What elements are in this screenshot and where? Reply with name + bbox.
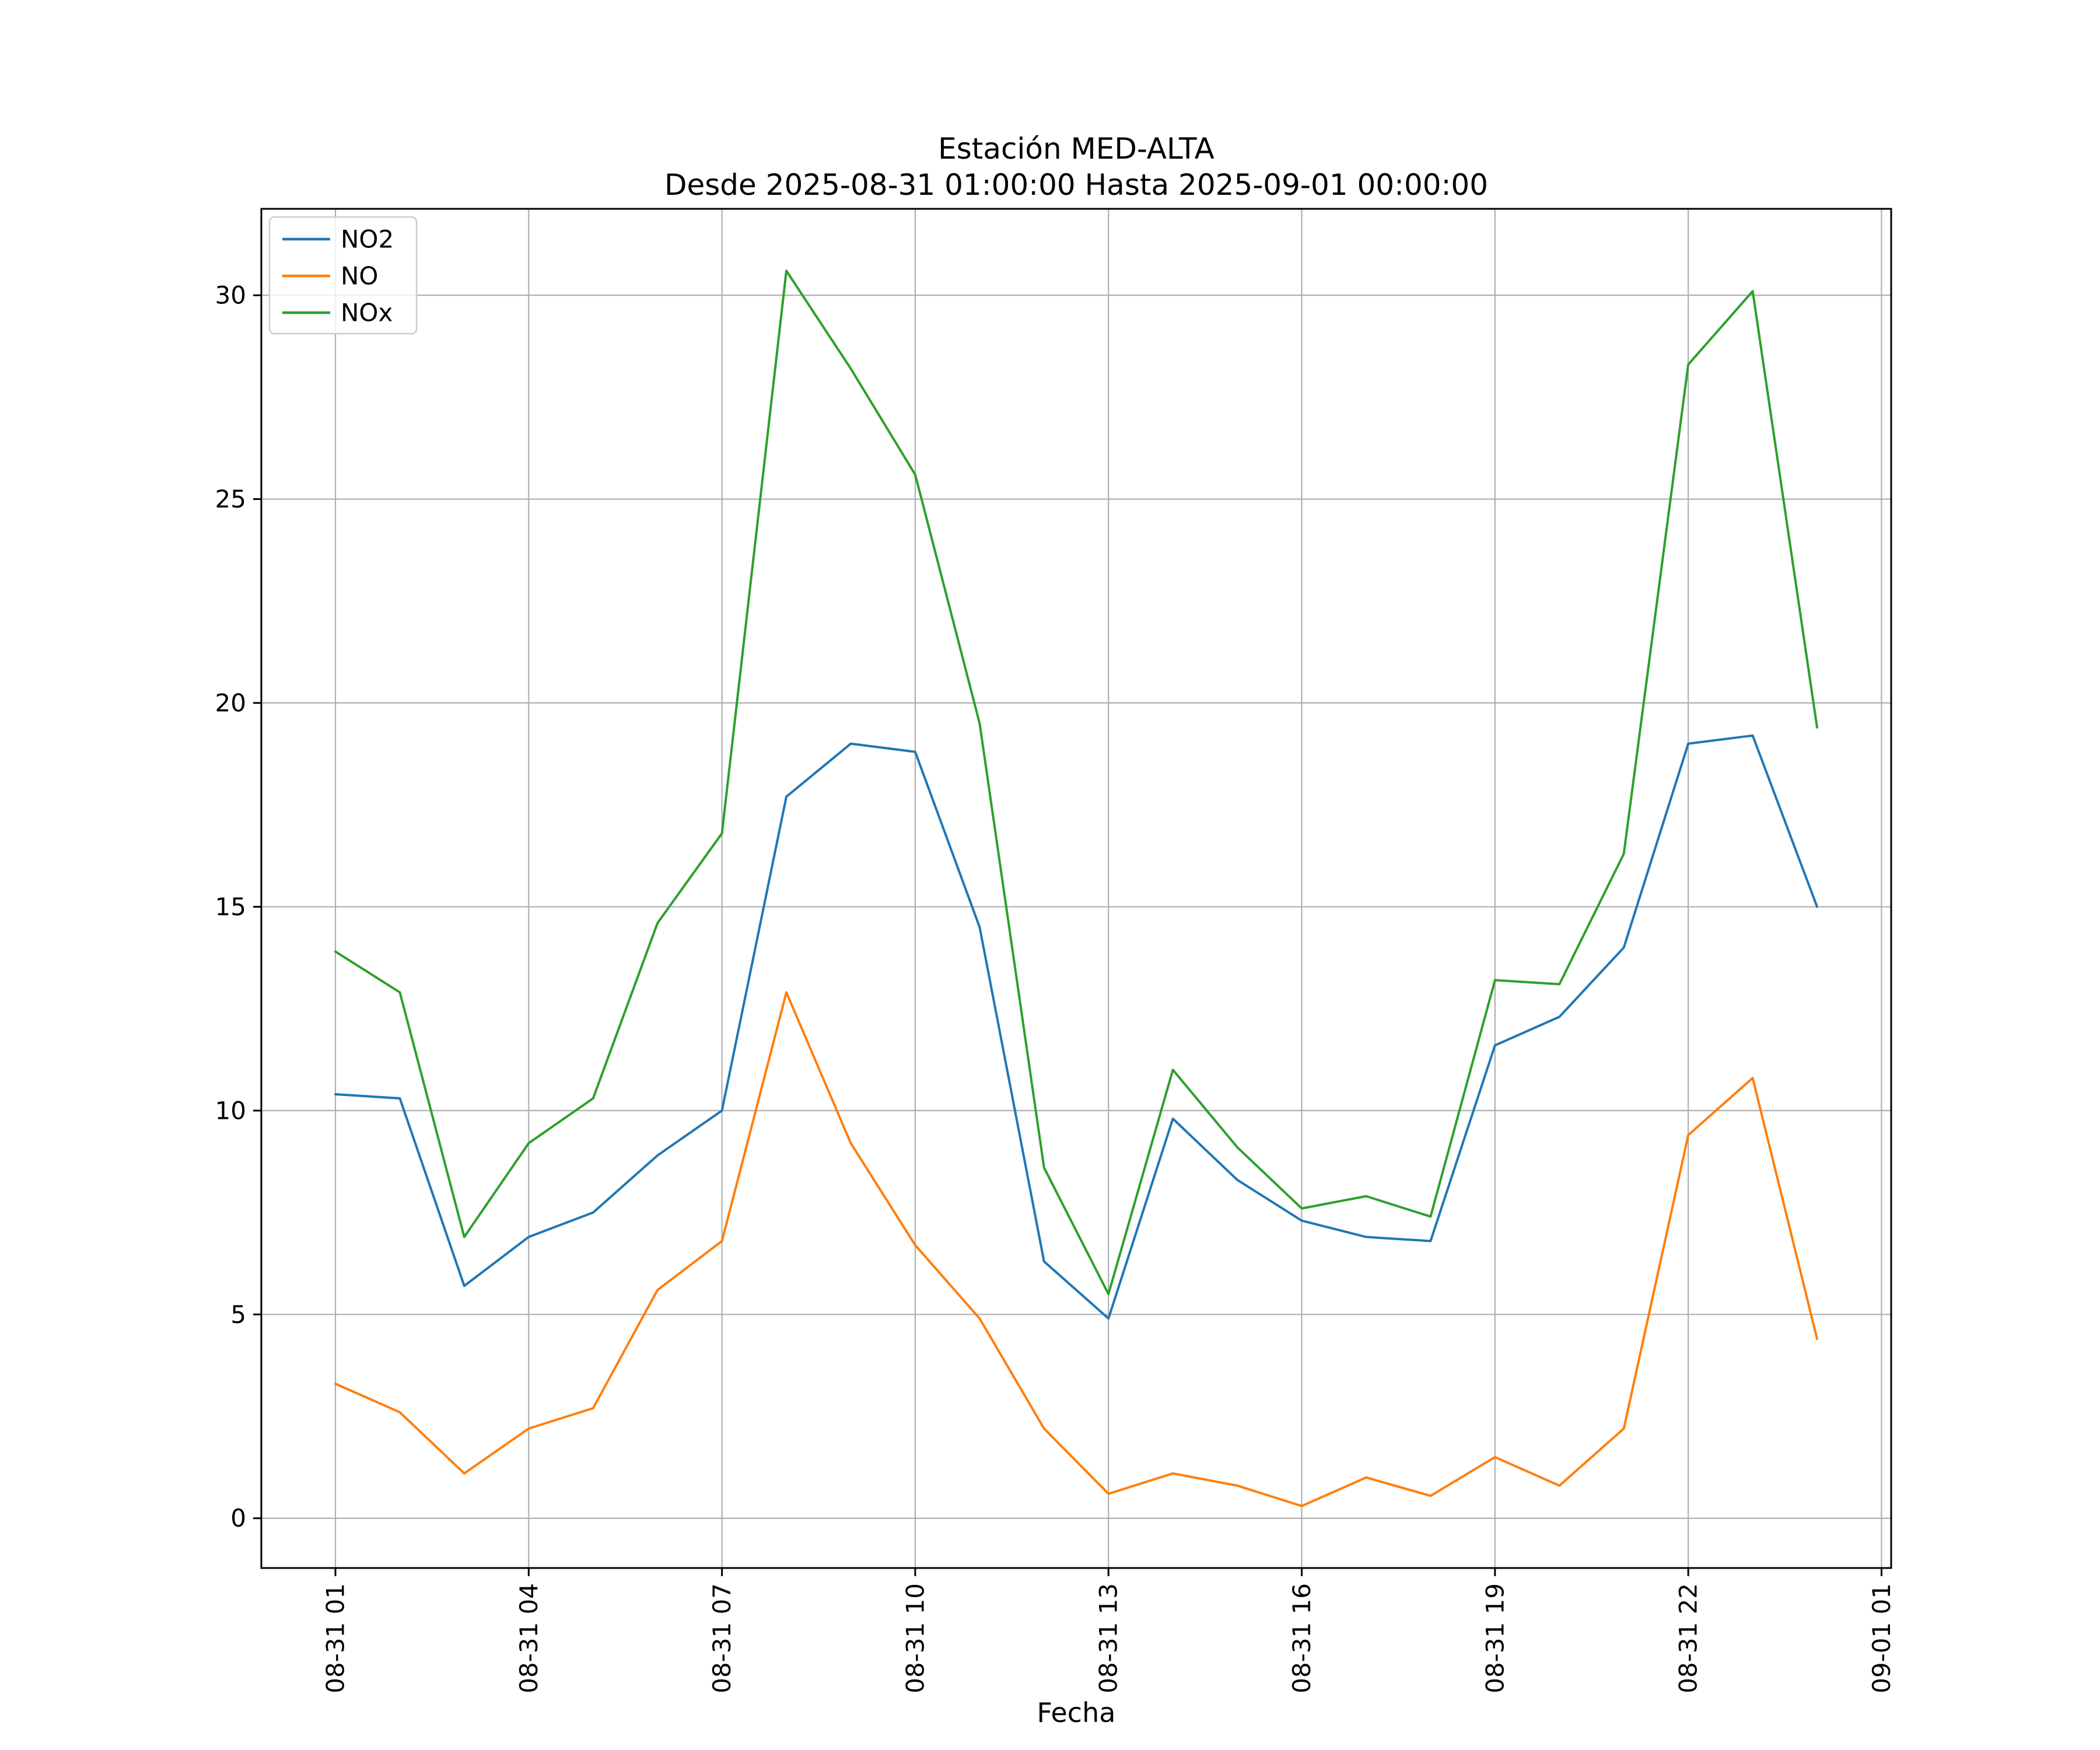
x-tick-label: 08-31 19 [1480,1583,1509,1693]
x-tick-label: 08-31 07 [708,1583,736,1693]
y-tick-label: 20 [215,689,246,718]
x-tick-label: 08-31 16 [1287,1583,1316,1693]
y-tick-label: 0 [230,1504,246,1532]
axes-box [260,208,1892,1569]
x-tick-label: 08-31 22 [1674,1583,1703,1693]
y-tick-label: 10 [215,1096,246,1125]
x-tick-label: 08-31 10 [901,1583,929,1693]
x-tick-label: 08-31 01 [321,1583,350,1693]
series-line-NO2 [334,734,1818,1320]
x-axis-label: Fecha [1037,1697,1116,1728]
y-tick-label: 5 [230,1300,246,1329]
legend-box [268,216,418,335]
chart-subtitle: Desde 2025-08-31 01:00:00 Hasta 2025-09-… [664,168,1488,202]
x-tick-label: 08-31 13 [1094,1583,1123,1693]
series-line-NO [334,991,1818,1507]
legend-label-NO2: NO2 [341,225,394,254]
legend-label-NO: NO [341,262,378,290]
grid-layer [261,209,1891,1568]
series-layer [334,270,1818,1507]
y-tick-label: 15 [215,892,246,921]
legend-label-NOx: NOx [341,299,393,327]
legend: NO2 NO NOx [268,216,418,335]
y-tick-label: 25 [215,485,246,513]
y-tick-label: 30 [215,281,246,310]
x-tick-label: 09-01 01 [1867,1583,1896,1693]
series-line-NOx [334,270,1818,1296]
tick-layer: 08-31 01 08-31 04 08-31 07 08-31 10 08-31 13… [215,281,1896,1693]
chart-title: Estación MED-ALTA [938,132,1214,166]
x-tick-label: 08-31 04 [514,1583,543,1693]
